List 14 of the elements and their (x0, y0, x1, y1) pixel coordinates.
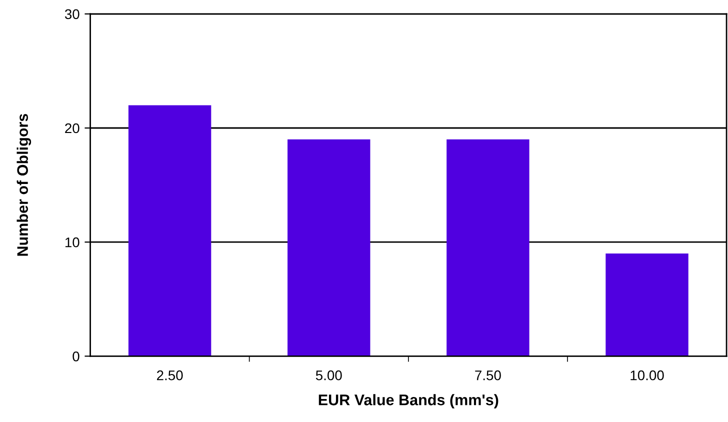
bar (128, 105, 212, 356)
y-tick-label: 30 (64, 9, 80, 20)
y-tick-label: 0 (72, 352, 80, 362)
x-tick-label: 2.50 (156, 370, 183, 380)
y-axis-title: Number of Obligors (16, 114, 32, 256)
bar (446, 139, 530, 356)
bar (288, 139, 370, 356)
bar (606, 253, 688, 356)
x-tick-label: 7.50 (475, 370, 501, 380)
x-axis-title: EUR Value Bands (mm's) (318, 394, 498, 408)
y-tick-label: 20 (65, 123, 80, 134)
y-tick-label: 10 (65, 237, 80, 248)
x-tick-label: 10.00 (630, 370, 664, 380)
x-tick-label: 5.00 (316, 370, 342, 380)
